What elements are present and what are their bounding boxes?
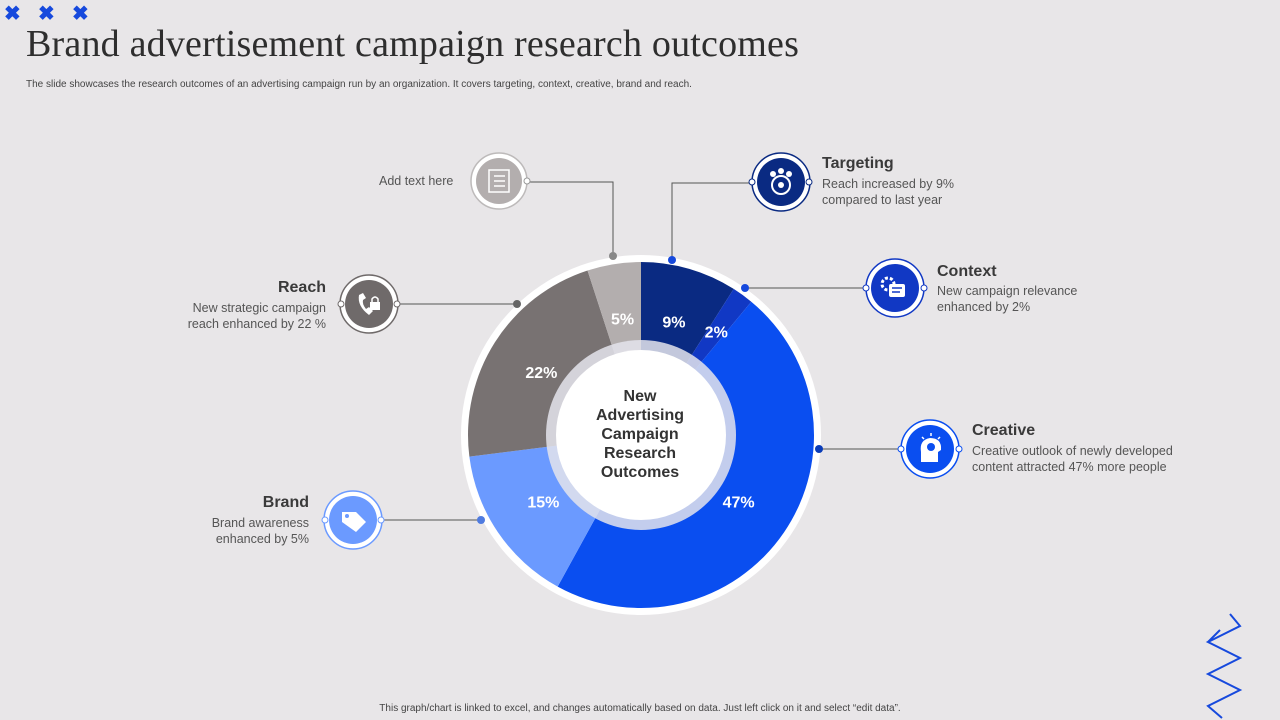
connector-placeholder <box>527 181 614 256</box>
connector-dot <box>609 252 617 260</box>
idea-head-icon <box>897 419 963 479</box>
checklist-icon <box>470 152 531 210</box>
callout-creative: Creative Creative outlook of newly devel… <box>972 422 1272 475</box>
decorative-x-icon: ✖ <box>4 3 21 25</box>
connector-dot <box>815 445 823 453</box>
callout-heading: Creative <box>972 422 1036 439</box>
footer-note: This graph/chart is linked to excel, and… <box>379 703 901 714</box>
callout-heading: Brand <box>262 494 309 511</box>
callout-brand: Brand Brand awareness enhanced by 5% <box>9 494 309 547</box>
connector-dot <box>741 284 749 292</box>
decorative-zigzag <box>1205 613 1243 719</box>
slice-label: 22% <box>525 365 557 382</box>
slice-label: 15% <box>527 494 559 511</box>
connector-targeting <box>671 182 752 260</box>
callout-context: Context New campaign relevance enhanced … <box>937 263 1237 315</box>
callout-heading: Context <box>937 263 997 280</box>
price-tag-icon <box>321 490 385 550</box>
callout-text: New strategic campaign reach enhanced by… <box>187 301 326 331</box>
chart-center-label: New Advertising Campaign Research Outcom… <box>595 388 684 481</box>
callout-heading: Targeting <box>822 155 894 172</box>
connector-dot <box>668 256 676 264</box>
connector-dot <box>477 516 485 524</box>
slice-label: 47% <box>723 494 755 511</box>
slice-label: 5% <box>611 311 634 328</box>
gear-chat-icon <box>862 258 928 318</box>
chart-center-disc <box>556 350 726 520</box>
callout-text: New campaign relevance enhanced by 2% <box>937 284 1078 314</box>
callout-reach: Reach New strategic campaign reach enhan… <box>26 279 326 332</box>
page-subtitle: The slide showcases the research outcome… <box>26 79 692 90</box>
callout-placeholder: Add text here <box>379 174 454 188</box>
slice-label: 9% <box>662 315 685 332</box>
page-title: Brand advertisement campaign research ou… <box>26 23 800 65</box>
callout-targeting: Targeting Reach increased by 9% compared… <box>822 155 1122 208</box>
callout-text: Brand awareness enhanced by 5% <box>211 516 309 546</box>
callout-text: Reach increased by 9% compared to last y… <box>822 177 955 207</box>
decorative-x-icon: ✖ <box>38 3 55 25</box>
target-audience-icon <box>748 152 813 212</box>
callout-text: Creative outlook of newly developed cont… <box>972 444 1173 474</box>
connector-dot <box>513 300 521 308</box>
slice-label: 2% <box>705 324 728 341</box>
callout-heading: Reach <box>277 279 326 296</box>
decorative-x-icon: ✖ <box>72 3 89 25</box>
phone-lock-icon <box>337 274 401 334</box>
